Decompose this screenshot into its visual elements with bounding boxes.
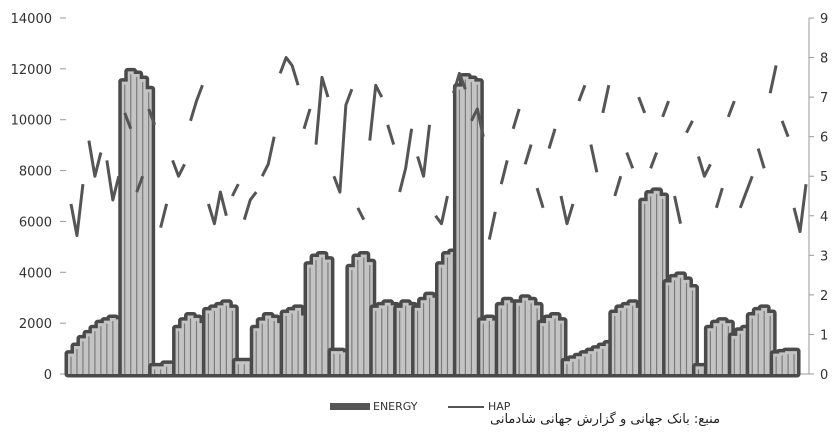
hap-line-segment [368,83,384,141]
legend-label-energy: ENERGY [373,400,418,413]
energy-series [64,67,801,378]
hap-line-segment [159,203,169,229]
hap-line-segment [302,108,312,130]
hap-line-segment [661,100,670,118]
energy-area-fill [563,343,612,374]
energy-area-fill [414,295,439,374]
energy-area-fill [749,307,774,374]
hap-line-segment [434,195,449,226]
hap-line-segment [487,211,497,240]
left-tick-label: 10000 [11,114,52,129]
energy-area-fill [456,76,481,374]
left-tick-label: 6000 [19,215,52,230]
energy-area-fill [641,190,666,374]
hap-line-segment [189,84,204,122]
right-tick-label: 0 [820,368,828,383]
right-tick-label: 8 [820,52,828,67]
hap-line-segment [535,187,545,209]
energy-area-fill [540,315,564,374]
hap-line-segment [314,75,330,145]
left-tick-label: 8000 [19,165,52,180]
hap-line-segment [613,175,623,197]
energy-area-fill [307,254,331,374]
hap-line-segment [547,128,557,149]
right-tick-label: 9 [820,12,828,27]
right-tick-label: 2 [820,289,828,304]
hap-line-segment [577,84,587,102]
hap-line-segment [523,144,533,165]
right-tick-label: 4 [820,210,828,225]
hap-line-segment [601,84,611,114]
hap-line-segment [332,88,354,194]
hap-line-segment [356,207,366,221]
left-tick-label: 2000 [19,317,52,332]
left-axis: 0 2000 4000 6000 8000 10000 12000 14000 [11,12,66,383]
hap-line-segment [206,190,228,226]
left-tick-label: 14000 [11,12,52,27]
hap-line-segment [452,71,467,94]
left-tick-label: 0 [44,368,52,383]
hap-line-segment [685,120,694,134]
right-tick-label: 6 [820,131,828,146]
energy-area-fill [707,320,732,374]
legend: ENERGY HAP [330,400,511,413]
energy-area-fill [773,351,798,374]
right-tick-label: 7 [820,91,828,106]
hap-line-segment [649,151,659,169]
hap-line-segment [792,183,808,234]
right-axis: 0 1 2 3 4 5 6 7 8 9 [809,12,828,383]
hap-line-segment [625,151,635,169]
hap-line-segment [260,136,276,177]
left-tick-label: 12000 [11,63,52,78]
energy-area-fill [348,254,373,374]
hap-line-segment [697,156,712,178]
hap-line-segment [768,65,778,94]
hap-line-segment [756,148,766,169]
right-tick-label: 5 [820,170,828,185]
hap-line-segment [589,144,599,173]
hap-line-segment [559,195,575,226]
hap-line-segment [780,120,790,138]
hap-series [69,56,808,240]
hap-line-segment [69,183,85,238]
hap-line-segment [637,96,647,114]
hap-line-segment [398,128,414,193]
hap-line-segment [135,175,145,193]
hap-line-segment [242,191,258,221]
energy-area-fill [516,297,541,374]
energy-area-fill [283,307,308,374]
energy-area-fill [372,302,397,374]
hap-line-segment [714,187,724,209]
hap-line-segment [147,108,157,126]
left-tick-label: 4000 [19,266,52,281]
hap-line-segment [230,183,240,197]
hap-line-segment [171,159,186,178]
energy-area-fill [151,363,176,374]
hap-line-segment [87,140,103,178]
legend-swatch-energy [330,403,370,410]
hap-line-segment [416,124,432,178]
source-note: منبع: بانک جهانی و گزارش جهانی شادمانی [490,412,721,427]
hap-line-segment [499,160,509,185]
hap-line-segment [123,112,133,130]
right-tick-label: 1 [820,328,828,343]
hap-line-segment [105,160,121,202]
right-tick-label: 3 [820,249,828,264]
hap-line-segment [738,175,754,209]
hap-line-segment [470,107,485,137]
hap-line-segment [278,56,300,86]
hap-line-segment [511,108,521,130]
hap-line-segment [726,100,736,118]
hap-line-segment [673,195,682,225]
legend-label-hap: HAP [488,400,511,413]
hap-line-segment [386,124,396,146]
